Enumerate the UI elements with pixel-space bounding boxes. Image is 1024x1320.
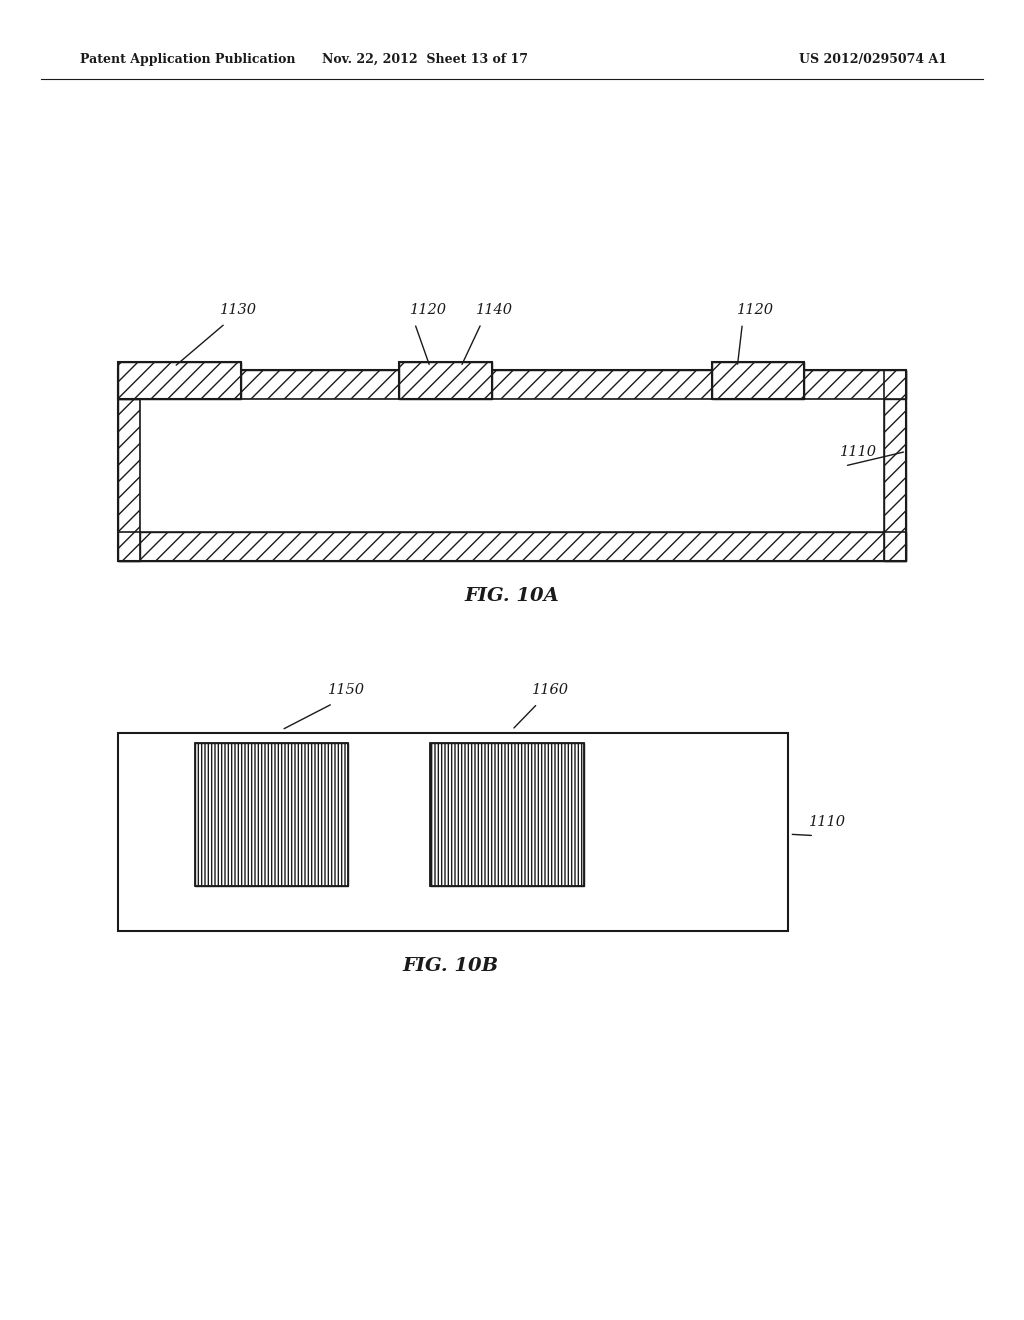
Text: 1150: 1150 — [328, 682, 365, 697]
Text: FIG. 10A: FIG. 10A — [465, 587, 559, 606]
Text: US 2012/0295074 A1: US 2012/0295074 A1 — [799, 53, 947, 66]
Text: Patent Application Publication: Patent Application Publication — [80, 53, 295, 66]
Text: 1110: 1110 — [809, 814, 846, 829]
Text: 1140: 1140 — [476, 302, 513, 317]
Text: 1120: 1120 — [737, 302, 774, 317]
Bar — [399, 362, 492, 399]
Text: 1160: 1160 — [532, 682, 569, 697]
Bar — [118, 370, 140, 561]
Text: 1130: 1130 — [220, 302, 257, 317]
Bar — [430, 743, 584, 886]
Bar — [118, 370, 906, 399]
Bar — [118, 733, 788, 931]
Bar — [140, 399, 884, 532]
Bar — [118, 362, 241, 399]
Bar — [712, 362, 804, 399]
Text: 1110: 1110 — [840, 445, 877, 459]
Text: Nov. 22, 2012  Sheet 13 of 17: Nov. 22, 2012 Sheet 13 of 17 — [322, 53, 528, 66]
Bar — [430, 743, 584, 886]
Bar — [118, 370, 906, 561]
Text: FIG. 10B: FIG. 10B — [402, 957, 499, 975]
Bar — [195, 743, 348, 886]
Bar — [884, 370, 906, 561]
Bar — [195, 743, 348, 886]
Bar — [118, 370, 906, 561]
Text: 1120: 1120 — [410, 302, 446, 317]
Bar — [399, 362, 492, 399]
Bar — [712, 362, 804, 399]
Bar — [118, 362, 241, 399]
Bar — [118, 532, 906, 561]
